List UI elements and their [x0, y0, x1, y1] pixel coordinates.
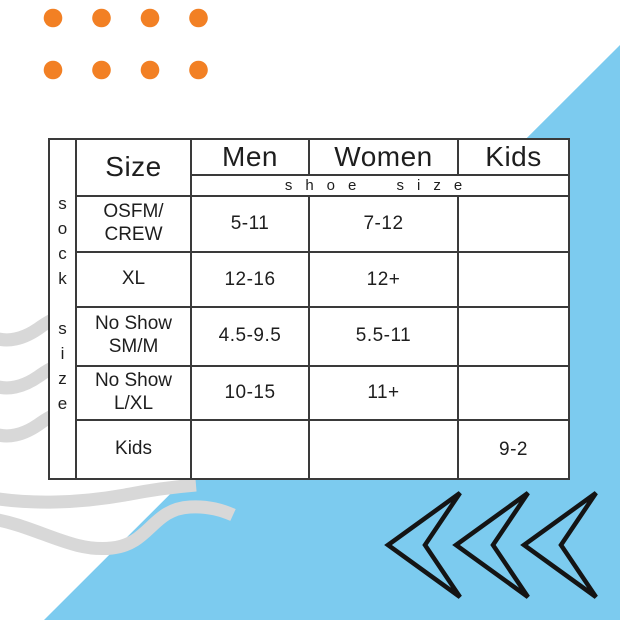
men-size-cell: 5-11: [190, 194, 310, 254]
orange-dot: [140, 8, 160, 28]
orange-dot-grid: [43, 8, 208, 80]
women-column-header: Women: [308, 138, 459, 176]
orange-dot: [189, 60, 208, 80]
table-row: Kids 9-2: [49, 419, 570, 480]
row-label-cell: No Show L/XL: [75, 364, 192, 422]
orange-dot: [140, 60, 160, 80]
kids-size-cell: [457, 194, 570, 254]
men-size-cell: 10-15: [190, 364, 310, 422]
table-row: No Show SM/M 4.5-9.5 5.5-11: [49, 305, 570, 367]
subheader-row: shoe size: [49, 173, 570, 197]
kids-column-header: Kids: [457, 138, 570, 176]
kids-size-cell: [457, 305, 570, 367]
women-size-cell: [308, 419, 459, 480]
triple-chevron-left-icon: [384, 491, 598, 599]
orange-dot: [92, 60, 111, 80]
orange-dot: [92, 8, 111, 28]
sock-size-vertical-label: sock size: [53, 194, 72, 419]
men-size-cell: 4.5-9.5: [190, 305, 310, 367]
men-size-cell: 12-16: [190, 251, 310, 308]
orange-dot: [43, 60, 63, 80]
chevron-left-icon: [384, 491, 462, 599]
women-size-cell: 5.5-11: [308, 305, 459, 367]
chevron-left-icon: [520, 491, 598, 599]
row-label-cell: XL: [75, 251, 192, 308]
women-size-cell: 7-12: [308, 194, 459, 254]
wavy-line: [0, 500, 236, 556]
table-row: XL 12-16 12+: [49, 251, 570, 308]
header-row: sock size Size Men Women Kids: [48, 138, 570, 480]
wavy-line: [0, 478, 197, 509]
orange-dot: [189, 8, 208, 28]
kids-size-cell: [457, 364, 570, 422]
men-column-header: Men: [190, 138, 310, 176]
women-size-cell: 12+: [308, 251, 459, 308]
table-row: No Show L/XL 10-15 11+: [49, 364, 570, 422]
orange-dot: [43, 8, 63, 28]
kids-size-cell: 9-2: [457, 419, 570, 480]
chevron-left-icon: [452, 491, 530, 599]
row-label-cell: No Show SM/M: [75, 305, 192, 367]
table-row: OSFM/ CREW 5-11 7-12: [49, 194, 570, 254]
shoe-size-subheader: shoe size: [190, 173, 570, 197]
kids-size-cell: [457, 251, 570, 308]
row-label-cell: OSFM/ CREW: [75, 194, 192, 254]
sock-size-side-cell: sock size: [48, 138, 77, 480]
sock-size-table: sock size Size Men Women Kids shoe size …: [48, 138, 570, 480]
men-size-cell: [190, 419, 310, 480]
size-corner-header: Size: [75, 138, 192, 197]
women-size-cell: 11+: [308, 364, 459, 422]
row-label-cell: Kids: [75, 419, 192, 480]
